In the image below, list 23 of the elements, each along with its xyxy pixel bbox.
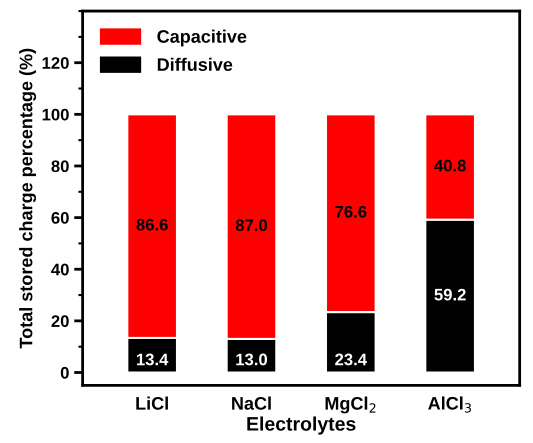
data-label: 87.0 xyxy=(236,219,268,232)
legend-label: Diffusive xyxy=(158,58,232,71)
y-tick-label: 60 xyxy=(51,212,69,224)
x-tick-label: LiCl xyxy=(136,396,168,410)
x-axis-title: Electrolytes xyxy=(247,416,356,435)
y-axis-title: Total stored charge percentage (%) xyxy=(19,48,36,348)
x-tick-label: MgCl$_{2}$ xyxy=(326,396,376,414)
legend-label: Capacitive xyxy=(157,30,246,46)
data-label: 40.8 xyxy=(434,160,466,172)
data-label: 13.0 xyxy=(236,354,268,366)
data-label: 13.4 xyxy=(136,354,168,366)
y-tick-label: 120 xyxy=(42,57,69,69)
data-label: 23.4 xyxy=(335,354,367,366)
x-tick-label: NaCl xyxy=(232,396,271,410)
x-tick-label: AlCl$_{3}$ xyxy=(428,396,471,413)
data-label: 86.6 xyxy=(136,218,168,231)
y-tick-label: 80 xyxy=(51,160,69,172)
data-label: 76.6 xyxy=(335,206,366,218)
y-tick-label: 0 xyxy=(60,366,69,379)
y-tick-label: 20 xyxy=(51,315,69,328)
data-label: 59.2 xyxy=(434,288,466,301)
y-tick-label: 40 xyxy=(51,264,69,276)
y-tick-label: 100 xyxy=(42,108,69,121)
